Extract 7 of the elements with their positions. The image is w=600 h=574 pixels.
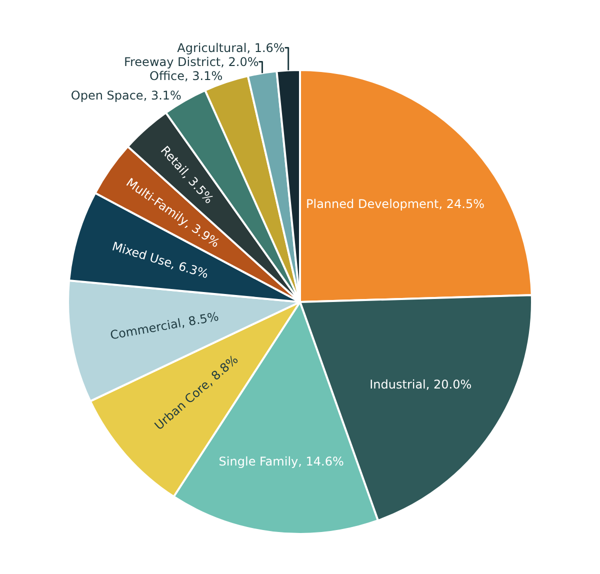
- slice-label: Agricultural, 1.6%: [177, 40, 285, 55]
- slice-label: Freeway District, 2.0%: [124, 54, 259, 69]
- slice-label: Industrial, 20.0%: [370, 377, 472, 392]
- slice-label: Single Family, 14.6%: [218, 454, 344, 469]
- slice-label: Office, 3.1%: [150, 68, 223, 83]
- slice-label: Open Space, 3.1%: [70, 88, 182, 102]
- slice-label: Planned Development, 24.5%: [306, 196, 484, 211]
